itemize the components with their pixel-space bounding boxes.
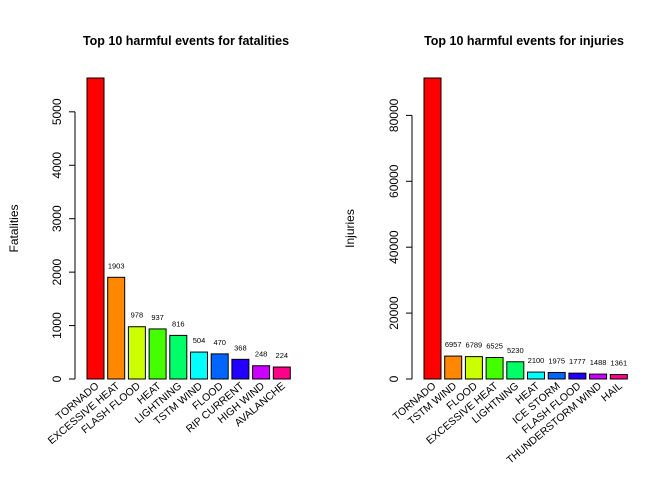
data-label: 6525 [486, 341, 503, 350]
data-label: 504 [193, 336, 206, 345]
injuries-chart: Top 10 harmful events for injuries Injuri… [343, 34, 628, 466]
bar [485, 356, 504, 380]
bar [527, 371, 545, 380]
data-label: 248 [255, 350, 268, 359]
y-axis-label: Fatalities [7, 204, 21, 252]
bar [506, 361, 525, 380]
bar [589, 373, 608, 380]
bar [568, 372, 587, 380]
bar [444, 355, 463, 380]
y-tick-label: 3000 [50, 205, 64, 232]
bar [423, 77, 442, 380]
y-tick-label: 20000 [387, 296, 401, 330]
chart-title: Top 10 harmful events for injuries [424, 34, 624, 48]
bar [86, 77, 105, 380]
bar [190, 351, 208, 380]
y-tick-label: 1000 [50, 312, 64, 339]
bar [107, 276, 126, 380]
bar [127, 326, 146, 380]
y-tick-label: 0 [387, 375, 401, 382]
data-label: 1488 [590, 358, 607, 367]
bar [210, 353, 229, 380]
data-label: 470 [213, 338, 226, 347]
data-label: 816 [172, 319, 185, 328]
data-label: 937 [151, 313, 164, 322]
y-axis-label: Injuries [343, 209, 357, 248]
data-label: 368 [234, 343, 247, 352]
bar [231, 358, 250, 380]
bar [252, 365, 271, 380]
y-tick-label: 5000 [50, 98, 64, 125]
bar [547, 371, 566, 380]
data-label: 1361 [610, 359, 627, 368]
data-label: 6957 [445, 340, 462, 349]
y-tick-label: 0 [50, 375, 64, 382]
data-label: 6789 [466, 341, 483, 350]
data-label: 1975 [548, 356, 565, 365]
y-tick-label: 4000 [50, 152, 64, 179]
y-tick-label: 40000 [387, 230, 401, 264]
data-label: 2100 [528, 356, 545, 365]
bar [169, 334, 188, 380]
bar [609, 374, 628, 380]
bar [464, 356, 483, 380]
data-label: 224 [276, 351, 289, 360]
y-tick-label: 60000 [387, 164, 401, 198]
data-label: 1777 [569, 357, 586, 366]
bar [148, 328, 167, 380]
chart-title: Top 10 harmful events for fatalities [83, 34, 289, 48]
bar [272, 366, 291, 380]
y-tick-label: 2000 [50, 258, 64, 285]
data-label: 1903 [108, 261, 125, 270]
y-tick-label: 80000 [387, 98, 401, 132]
category-label: HAIL [599, 380, 625, 404]
data-label: 5230 [507, 346, 524, 355]
data-label: 978 [131, 311, 144, 320]
fatalities-chart: Top 10 harmful events for fatalities Fata… [7, 34, 291, 447]
